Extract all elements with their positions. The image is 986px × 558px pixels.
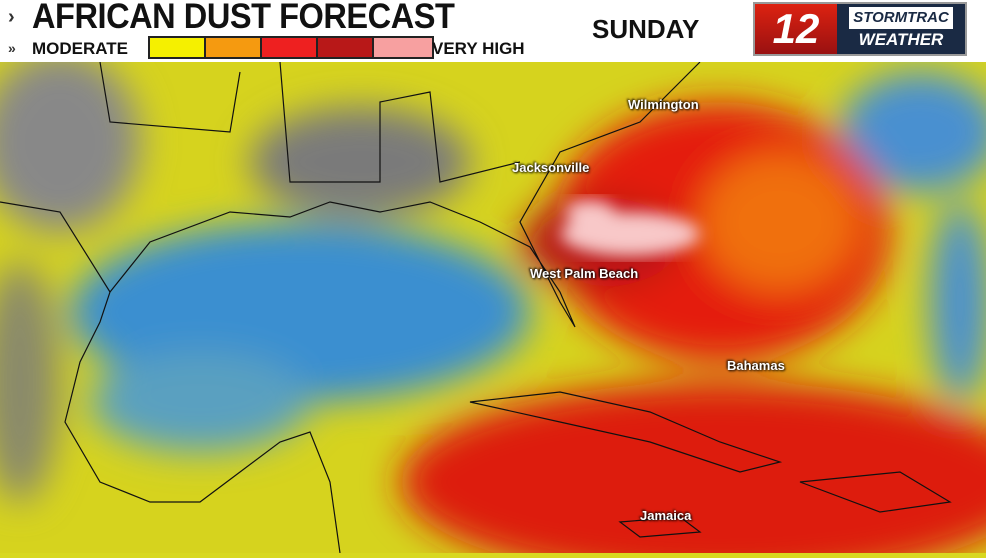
logo-line2: WEATHER bbox=[858, 30, 944, 49]
scale-swatch-4 bbox=[318, 38, 374, 57]
gray-area-northwest bbox=[0, 52, 140, 232]
blue-area-northeast bbox=[840, 72, 986, 192]
gray-area-southeast-us bbox=[250, 107, 470, 217]
blue-area-gulf-south bbox=[90, 352, 310, 452]
station-logo: 12 STORMTRAC WEATHER bbox=[753, 2, 967, 56]
city-label-wilmington: Wilmington bbox=[628, 97, 699, 112]
dust-scale-legend bbox=[148, 36, 434, 59]
dust-forecast-map: Wilmington Jacksonville West Palm Beach … bbox=[0, 52, 986, 558]
scale-swatch-2 bbox=[206, 38, 262, 57]
city-label-jacksonville: Jacksonville bbox=[512, 160, 590, 175]
logo-line1: STORMTRAC bbox=[849, 7, 953, 29]
page-title: AFRICAN DUST FORECAST bbox=[32, 0, 455, 36]
scale-high-label: VERY HIGH bbox=[432, 39, 525, 58]
coastlines bbox=[0, 61, 952, 554]
double-chevron-icon: » bbox=[8, 40, 16, 56]
orange-ring bbox=[700, 152, 860, 292]
scale-swatch-5 bbox=[374, 38, 432, 57]
scale-swatch-3 bbox=[262, 38, 318, 57]
channel-number: 12 bbox=[755, 4, 837, 54]
chevron-icon: › bbox=[8, 6, 15, 28]
gray-area-west bbox=[0, 262, 60, 502]
scale-low-label: MODERATE bbox=[32, 39, 129, 58]
scale-swatch-1 bbox=[150, 38, 206, 57]
city-label-bahamas: Bahamas bbox=[727, 358, 785, 373]
header-banner: › AFRICAN DUST FORECAST » MODERATE VERY … bbox=[0, 0, 986, 62]
city-label-jamaica: Jamaica bbox=[640, 508, 692, 523]
forecast-day: SUNDAY bbox=[592, 14, 700, 44]
city-label-west-palm-beach: West Palm Beach bbox=[530, 266, 639, 281]
blue-area-east bbox=[930, 202, 986, 402]
red-area-caribbean bbox=[400, 382, 986, 558]
